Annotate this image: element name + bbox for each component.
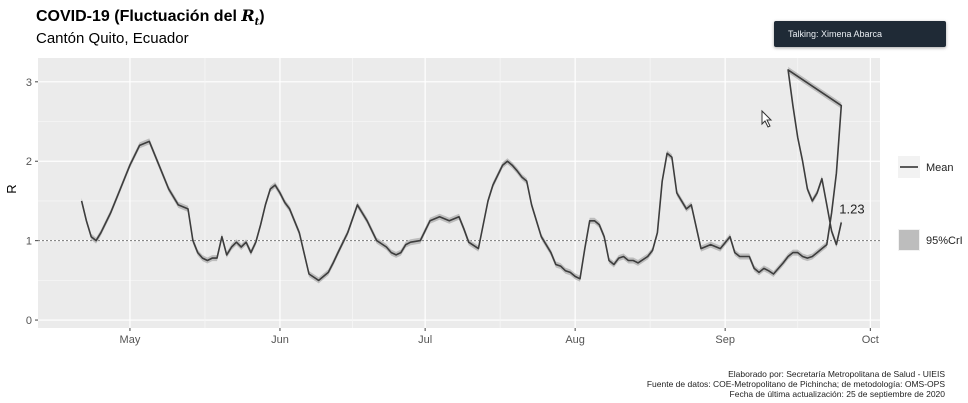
chart-title-close: ) [259, 8, 265, 25]
legend: Mean 95%CrI [898, 156, 963, 251]
plot-panel [38, 58, 880, 328]
chart-title: COVID-19 (Fluctuación del Rt) [36, 6, 265, 28]
rt-letter: R [241, 6, 255, 25]
credits-line: Fuente de datos: COE-Metropolitano de Pi… [646, 379, 945, 389]
x-tick-label: May [120, 334, 141, 346]
x-tick-label: Sep [715, 334, 735, 346]
x-tick-label: Jul [418, 334, 432, 346]
credits-line: Elaborado por: Secretaría Metropolitana … [728, 369, 945, 379]
y-tick-label: 0 [26, 315, 32, 327]
mouse-cursor-icon [761, 109, 773, 128]
speaker-badge: Talking: Ximena Abarca [774, 21, 946, 47]
mean-line [80, 69, 843, 282]
credits-line: Fecha de última actualización: 25 de sep… [729, 389, 945, 399]
legend-label: Mean [926, 162, 954, 174]
x-tick-label: Aug [565, 334, 585, 346]
last-value-label: 1.23 [839, 201, 864, 216]
y-tick-label: 1 [26, 236, 32, 248]
x-axis: May Jun Jul Aug Sep Oct [120, 328, 879, 346]
credits-block: Elaborado por: Secretaría Metropolitana … [647, 369, 945, 399]
rt-symbol: Rt [241, 6, 260, 29]
chart-title-text: COVID-19 (Fluctuación del [36, 8, 242, 25]
y-axis: 0 1 2 3 [26, 77, 38, 327]
y-tick-label: 3 [26, 77, 32, 89]
x-tick-label: Oct [862, 334, 879, 346]
cursor-arrow-shape [761, 109, 773, 128]
rt-subscript: t [254, 17, 260, 29]
legend-swatch-band [899, 230, 919, 250]
y-axis-label: R [4, 184, 19, 193]
chart-subtitle: Cantón Quito, Ecuador [36, 30, 189, 47]
legend-label: 95%CrI [926, 235, 963, 247]
y-tick-label: 2 [26, 156, 32, 168]
x-tick-label: Jun [271, 334, 289, 346]
